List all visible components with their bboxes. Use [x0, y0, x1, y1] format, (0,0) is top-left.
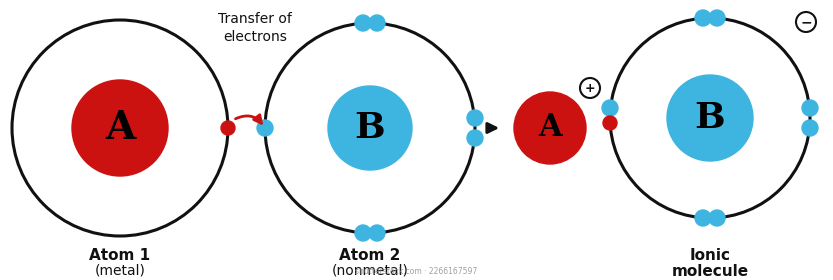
Circle shape: [603, 116, 617, 130]
Text: +: +: [585, 81, 596, 95]
Text: −: −: [801, 15, 812, 29]
Text: (nonmetal): (nonmetal): [332, 264, 408, 278]
Circle shape: [695, 210, 711, 226]
Text: B: B: [355, 111, 386, 145]
Circle shape: [355, 15, 371, 31]
Text: Transfer of
electrons: Transfer of electrons: [218, 12, 292, 45]
Ellipse shape: [514, 92, 586, 164]
Ellipse shape: [667, 75, 753, 161]
Ellipse shape: [72, 80, 168, 176]
Circle shape: [355, 225, 371, 241]
Circle shape: [802, 120, 818, 136]
Text: A: A: [538, 113, 561, 143]
Text: A: A: [105, 109, 135, 147]
Text: Ionic: Ionic: [690, 248, 731, 263]
Circle shape: [257, 120, 273, 136]
Circle shape: [221, 121, 235, 135]
Circle shape: [802, 100, 818, 116]
Text: Atom 2: Atom 2: [339, 248, 401, 263]
Circle shape: [467, 110, 483, 126]
Circle shape: [369, 15, 385, 31]
Circle shape: [709, 10, 725, 26]
Circle shape: [695, 10, 711, 26]
Circle shape: [709, 210, 725, 226]
Ellipse shape: [328, 86, 412, 170]
Circle shape: [369, 225, 385, 241]
Circle shape: [602, 100, 618, 116]
Text: molecule: molecule: [671, 264, 749, 279]
Text: shutterstock.com · 2266167597: shutterstock.com · 2266167597: [355, 267, 477, 276]
Circle shape: [467, 130, 483, 146]
Text: Atom 1: Atom 1: [89, 248, 151, 263]
Text: B: B: [695, 101, 726, 135]
Text: (metal): (metal): [95, 264, 146, 278]
